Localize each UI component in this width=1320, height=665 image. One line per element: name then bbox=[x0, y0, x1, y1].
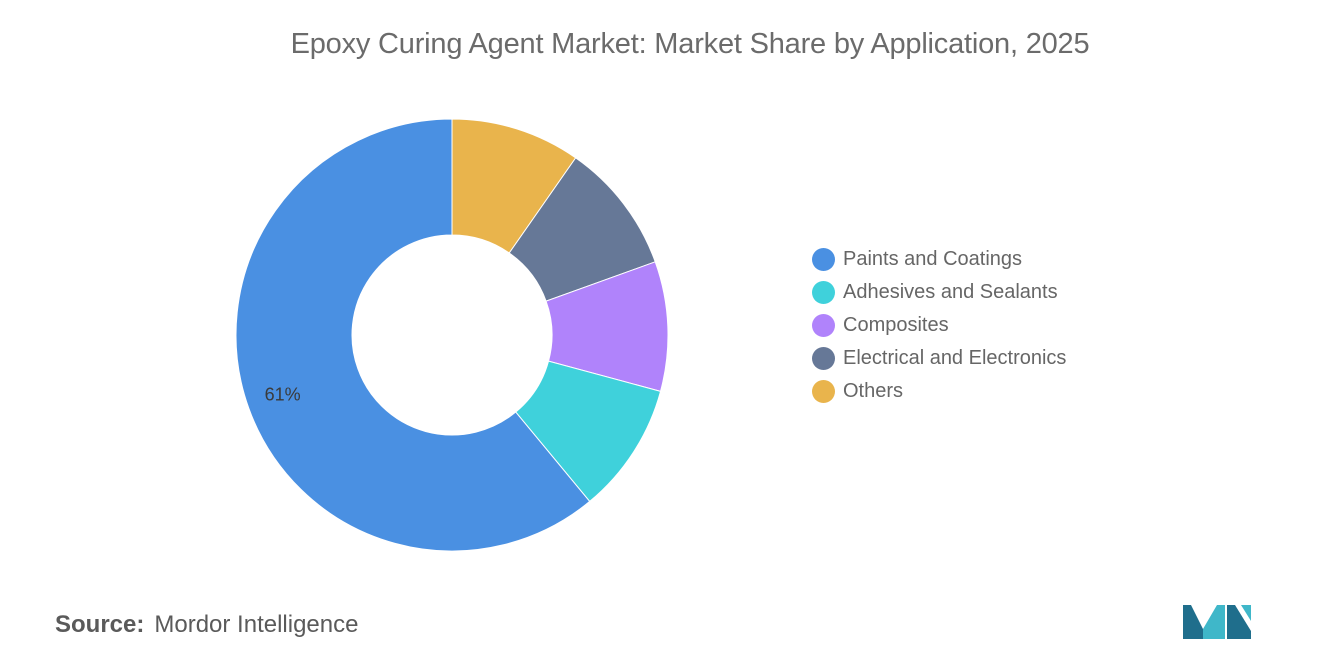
legend-label: Others bbox=[843, 380, 904, 402]
legend-item-others: Others bbox=[812, 375, 1066, 408]
legend-item-paints-and-coatings: Paints and Coatings bbox=[812, 243, 1066, 276]
source-value: Mordor Intelligence bbox=[154, 611, 359, 638]
slice-label-paints-and-coatings: 61% bbox=[265, 385, 301, 405]
legend-swatch bbox=[812, 380, 835, 403]
legend-swatch bbox=[812, 281, 835, 304]
chart-legend: Paints and Coatings Adhesives and Sealant… bbox=[812, 243, 1066, 408]
source-label: Source: bbox=[55, 611, 145, 638]
source-note: Source: Mordor Intelligence bbox=[55, 611, 358, 639]
legend-label: Adhesives and Sealants bbox=[843, 281, 1058, 303]
legend-label: Paints and Coatings bbox=[843, 248, 1023, 270]
legend-label: Composites bbox=[843, 314, 949, 336]
chart-title: Epoxy Curing Agent Market: Market Share … bbox=[290, 28, 1090, 60]
legend-item-electrical-and-electronics: Electrical and Electronics bbox=[812, 342, 1066, 375]
mordor-intelligence-logo-icon bbox=[1183, 605, 1251, 639]
legend-swatch bbox=[812, 347, 835, 370]
labels-layer: 61% bbox=[265, 385, 301, 405]
legend-item-composites: Composites bbox=[812, 309, 1066, 342]
legend-swatch bbox=[812, 314, 835, 337]
legend-swatch bbox=[812, 248, 835, 271]
legend-label: Electrical and Electronics bbox=[843, 347, 1067, 369]
legend-item-adhesives-and-sealants: Adhesives and Sealants bbox=[812, 276, 1066, 309]
slice-paints-and-coatings bbox=[235, 118, 591, 552]
slices-layer bbox=[235, 118, 669, 552]
